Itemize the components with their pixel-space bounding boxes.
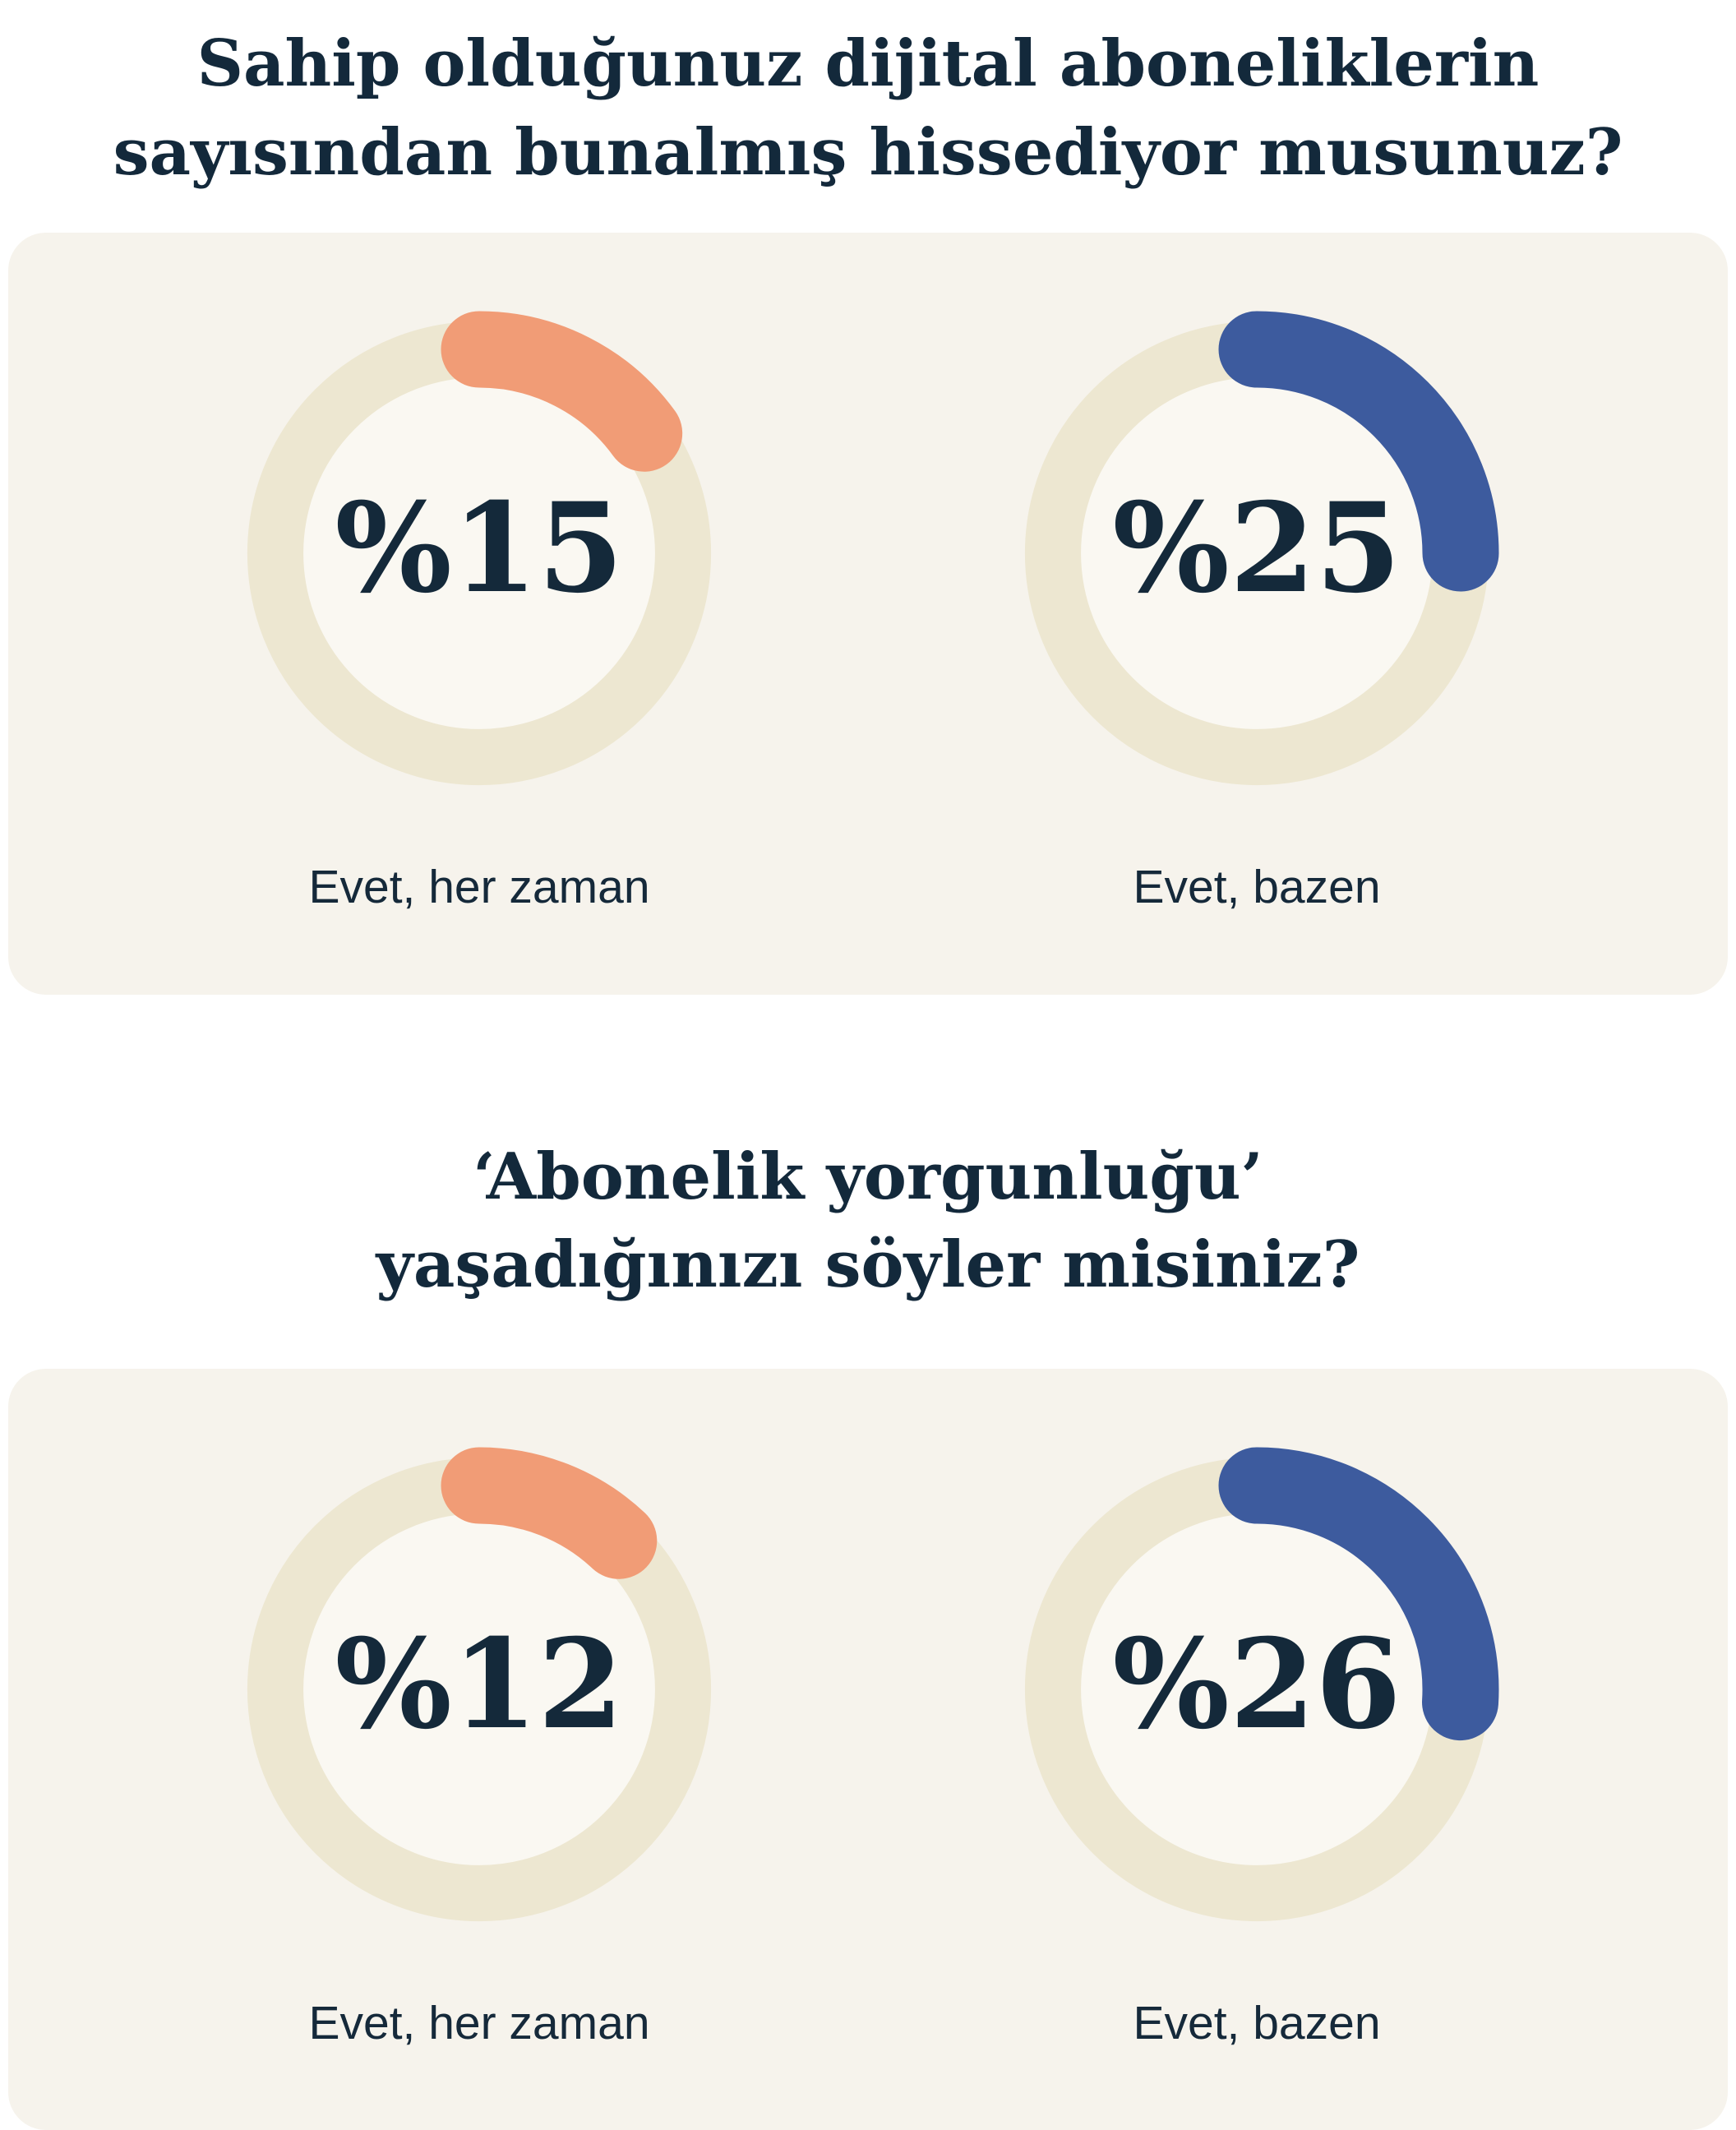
donut-svg <box>1014 311 1499 796</box>
chart-column-always: %15 Evet, her zaman <box>90 298 868 915</box>
title-line: Sahip olduğunuz dijital aboneliklerin <box>196 26 1540 101</box>
donut-svg <box>1014 1447 1499 1932</box>
chart-column-sometimes: %26 Evet, bazen <box>868 1435 1646 2051</box>
donut-svg <box>237 1447 722 1932</box>
chart-label: Evet, bazen <box>1133 861 1381 914</box>
chart-column-always: %12 Evet, her zaman <box>90 1435 868 2051</box>
title-line: sayısından bunalmış hissediyor musunuz? <box>113 114 1623 190</box>
donut-chart: %15 <box>224 298 734 808</box>
donut-inner-circle <box>1078 1510 1435 1868</box>
chart-label: Evet, bazen <box>1133 1996 1381 2049</box>
donut-value-arc <box>237 311 722 796</box>
chart-label: Evet, her zaman <box>308 861 650 914</box>
donut-value-arc <box>1014 311 1499 796</box>
chart-column-sometimes: %25 Evet, bazen <box>868 298 1646 915</box>
donut-svg <box>237 311 722 796</box>
section-subscriptions: Sahip olduğunuz dijital aboneliklerin say… <box>0 0 1736 995</box>
donut-chart: %12 <box>224 1435 734 1944</box>
title-line: ‘Abonelik yorgunluğu’ <box>473 1139 1263 1214</box>
donut-inner-circle <box>1078 375 1435 732</box>
donut-chart: %26 <box>1002 1435 1512 1944</box>
title-line: yaşadığınızı söyler misiniz? <box>376 1227 1360 1303</box>
section-title: ‘Abonelik yorgunluğu’ yaşadığınızı söyler… <box>49 1133 1687 1310</box>
donut-inner-circle <box>301 375 658 732</box>
chart-card: %12 Evet, her zaman %26 Evet, bazen <box>8 1368 1728 2130</box>
section-fatigue: ‘Abonelik yorgunluğu’ yaşadığınızı söyler… <box>0 1133 1736 2130</box>
donut-value-arc <box>237 1447 722 1932</box>
chart-card: %15 Evet, her zaman %25 Evet, bazen <box>8 233 1728 995</box>
donut-chart: %25 <box>1002 298 1512 808</box>
donut-value-arc <box>1014 1447 1499 1932</box>
section-title: Sahip olduğunuz dijital aboneliklerin say… <box>49 0 1687 196</box>
donut-inner-circle <box>301 1510 658 1868</box>
chart-label: Evet, her zaman <box>308 1996 650 2049</box>
